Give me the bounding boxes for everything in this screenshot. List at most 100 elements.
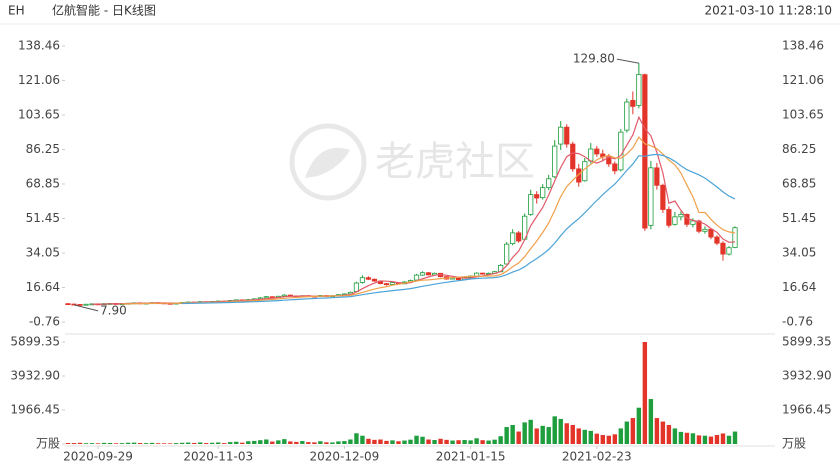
volume-bar (191, 442, 197, 444)
volume-bar (89, 443, 95, 444)
candle-body (365, 277, 372, 280)
volume-bar (354, 433, 359, 444)
volume-bar (318, 441, 323, 444)
volume-bar (173, 443, 179, 444)
volume-bar (95, 443, 101, 444)
volume-bar (648, 399, 654, 444)
volume-bar (222, 443, 227, 444)
candle-body (528, 194, 534, 215)
volume-bar (288, 441, 293, 444)
volume-bar (558, 418, 563, 444)
volume-bar (420, 436, 425, 444)
candle-body (546, 178, 552, 189)
volume-bar (336, 441, 341, 444)
candle-body (732, 227, 738, 248)
volume-bar (101, 442, 107, 444)
volume-bar (113, 443, 119, 444)
candle-body (564, 126, 570, 145)
candle-body (413, 274, 420, 281)
volume-bar (684, 432, 690, 444)
candle-body (726, 247, 732, 255)
volume-bar (426, 439, 431, 444)
y-tick-label: 68.85 (26, 177, 60, 191)
x-tick-label: 2020-09-29 (63, 450, 133, 464)
volume-bar (204, 443, 209, 444)
volume-bar (185, 442, 191, 444)
volume-bar (432, 440, 437, 444)
volume-bar (624, 421, 630, 444)
volume-bar (438, 438, 443, 444)
candle-body (618, 131, 624, 171)
candle-body (702, 228, 708, 232)
volume-bar (137, 443, 143, 444)
y-tick-label: 138.46 (18, 39, 60, 53)
volume-bar (71, 443, 77, 444)
volume-bar (618, 428, 624, 444)
y-tick-label: 103.65 (18, 108, 60, 122)
high-leader (616, 58, 639, 64)
candle-body (558, 126, 564, 145)
candle-body (660, 184, 666, 210)
volume-bar (690, 433, 696, 444)
candle-body (570, 143, 576, 170)
y2-tick-label: 86.25 (782, 142, 816, 156)
volume-bar (450, 440, 455, 444)
volume-bar (131, 442, 137, 444)
volume-bar (324, 442, 329, 444)
volume-bar (522, 422, 527, 444)
candle-body (389, 282, 396, 285)
candle-body (636, 74, 642, 106)
low-label: 7.90 (100, 303, 127, 317)
volume-bar (348, 439, 353, 444)
low-leader (73, 304, 99, 312)
volume-bar (510, 424, 515, 444)
volume-bar (402, 440, 407, 444)
volume-bar (666, 424, 672, 444)
candle-body (552, 145, 558, 178)
volume-bar (306, 442, 311, 444)
volume-bar (702, 435, 708, 444)
volume-bar (149, 442, 155, 444)
volume-bar (155, 443, 161, 444)
volume-bar (246, 441, 251, 444)
volume-bar (492, 439, 497, 444)
volume-bar (216, 442, 221, 444)
candle-body (720, 242, 726, 255)
candle-body (708, 228, 714, 238)
volume-bar (300, 441, 305, 444)
volume-bar (270, 441, 275, 444)
volume-bar (264, 439, 269, 444)
volume-bar (468, 440, 473, 444)
y-tick-label: 万股 (36, 437, 60, 451)
y2-tick-label: 1966.45 (782, 403, 832, 417)
volume-bar (282, 439, 287, 444)
y-tick-label: 1966.45 (10, 403, 60, 417)
y2-tick-label: 68.85 (782, 177, 816, 191)
y2-tick-label: 121.06 (782, 73, 824, 87)
volume-bar (161, 443, 167, 444)
candle-body (353, 282, 360, 292)
chart-title: 亿航智能 - 日K线图 (52, 3, 156, 18)
volume-bar (678, 431, 684, 444)
volume-bar (408, 439, 413, 444)
volume-bar (594, 433, 599, 444)
volume-bar (276, 440, 281, 444)
y2-tick-label: 34.05 (782, 245, 816, 259)
y2-tick-label: 万股 (782, 437, 806, 451)
volume-bar (660, 421, 666, 444)
candle-body (576, 168, 582, 183)
volume-bar (612, 434, 618, 444)
volume-bar (372, 439, 377, 444)
volume-bar (167, 443, 173, 444)
y-tick-label: -0.76 (29, 315, 60, 329)
volume-bar (588, 430, 593, 444)
volume-bar (546, 427, 551, 444)
volume-bar (708, 436, 714, 444)
candle-body (672, 216, 678, 225)
volume-bar (654, 418, 660, 444)
ma-line (182, 153, 736, 305)
volume-bar (360, 435, 365, 444)
volume-bar (636, 407, 642, 444)
candle-body (419, 272, 426, 276)
candle-body (582, 161, 588, 182)
